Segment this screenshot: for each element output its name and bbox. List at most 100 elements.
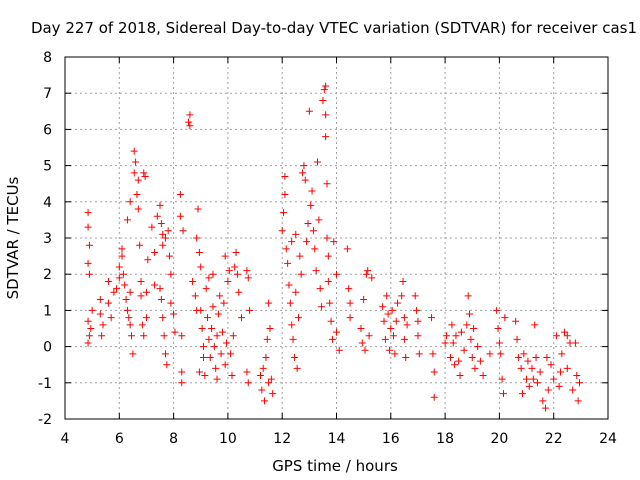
data-point: [322, 82, 330, 90]
data-point: [193, 234, 201, 242]
data-point: [136, 241, 144, 249]
data-point: [265, 299, 273, 307]
data-point: [385, 346, 393, 354]
data-point: [542, 404, 550, 412]
data-point: [121, 281, 129, 289]
data-point: [322, 133, 330, 141]
data-point: [561, 328, 569, 336]
data-point: [88, 306, 96, 314]
data-point: [218, 328, 226, 336]
data-point: [159, 241, 167, 249]
data-point: [223, 339, 231, 347]
y-tick-label: 2: [43, 267, 52, 283]
data-point: [123, 306, 131, 314]
x-tick-label: 10: [219, 431, 237, 447]
data-point: [212, 364, 220, 372]
data-point: [297, 270, 305, 278]
data-point: [157, 296, 165, 304]
data-point: [209, 303, 217, 311]
data-point: [98, 332, 106, 340]
data-point: [346, 314, 354, 322]
data-point: [153, 212, 161, 220]
data-point: [186, 122, 194, 130]
data-point: [244, 274, 252, 282]
data-point: [569, 386, 577, 394]
data-point: [362, 270, 370, 278]
data-point: [138, 321, 146, 329]
data-point: [195, 248, 203, 256]
data-point: [118, 245, 126, 253]
data-point: [221, 361, 229, 369]
data-point: [501, 314, 509, 322]
x-axis-title: GPS time / hours: [272, 457, 398, 475]
data-point: [227, 350, 235, 358]
data-point: [232, 248, 240, 256]
data-point: [110, 288, 118, 296]
data-point: [556, 368, 564, 376]
data-point: [466, 310, 474, 318]
data-point: [486, 350, 494, 358]
data-point: [513, 335, 521, 343]
data-point: [265, 379, 273, 387]
data-point: [379, 303, 387, 311]
data-point: [514, 353, 522, 361]
x-tick-label: 20: [490, 431, 508, 447]
data-point: [99, 321, 107, 329]
data-point: [315, 216, 323, 224]
data-point: [185, 118, 193, 126]
data-point: [228, 372, 236, 380]
data-point: [118, 252, 126, 260]
data-point: [529, 375, 537, 383]
data-point: [476, 357, 484, 365]
x-tick-label: 6: [115, 431, 124, 447]
data-point: [115, 274, 123, 282]
data-point: [533, 379, 541, 387]
data-point: [210, 343, 218, 351]
data-point: [536, 368, 544, 376]
data-point: [547, 361, 555, 369]
data-point: [142, 314, 150, 322]
data-point: [216, 292, 224, 300]
data-point: [157, 220, 165, 228]
data-point: [128, 332, 136, 340]
data-point: [324, 252, 332, 260]
x-tick-label: 18: [436, 431, 454, 447]
data-point: [326, 299, 334, 307]
data-point: [343, 245, 351, 253]
data-point: [130, 169, 138, 177]
data-point: [119, 270, 127, 278]
data-point: [327, 317, 335, 325]
data-point: [163, 361, 171, 369]
data-point: [176, 191, 184, 199]
data-point: [520, 350, 528, 358]
data-point: [528, 364, 536, 372]
data-point: [328, 335, 336, 343]
data-point: [368, 274, 376, 282]
data-point: [208, 325, 216, 332]
y-tick-label: 3: [43, 231, 52, 247]
data-point: [411, 292, 419, 300]
data-point: [387, 325, 395, 332]
data-point: [85, 270, 93, 278]
x-tick-label: 24: [599, 431, 617, 447]
data-point: [262, 353, 270, 361]
data-point: [209, 270, 217, 278]
data-point: [304, 220, 312, 228]
data-point: [186, 111, 194, 119]
data-point: [123, 216, 131, 224]
data-point: [266, 325, 274, 332]
data-point: [213, 332, 221, 340]
y-tick-label: 4: [43, 195, 52, 211]
data-point: [398, 292, 406, 300]
data-point: [286, 299, 294, 307]
data-point: [335, 346, 343, 354]
data-point: [140, 332, 148, 340]
data-point: [429, 350, 437, 358]
data-point: [122, 296, 130, 304]
x-tick-label: 8: [169, 431, 178, 447]
data-point: [133, 191, 141, 199]
data-point: [142, 288, 150, 296]
data-point: [320, 86, 328, 94]
data-point: [303, 238, 311, 246]
